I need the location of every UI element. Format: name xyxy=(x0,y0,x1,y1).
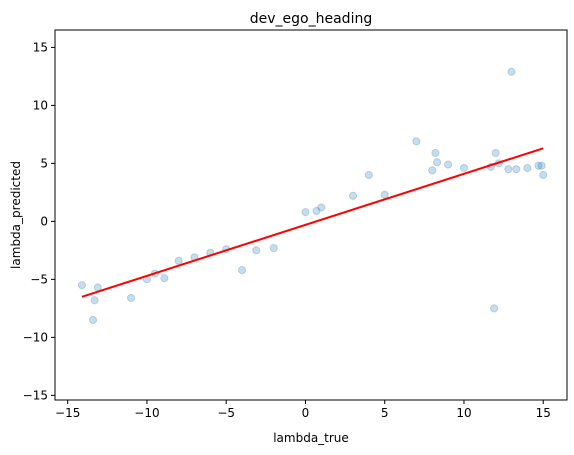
data-point xyxy=(432,158,442,167)
x-tick-label: −10 xyxy=(134,406,159,420)
x-axis-label: lambda_true xyxy=(273,431,349,445)
x-tick-label: −15 xyxy=(55,406,80,420)
data-point xyxy=(459,163,469,173)
data-point xyxy=(539,170,548,180)
data-point xyxy=(412,137,421,146)
data-point xyxy=(252,246,261,255)
data-point xyxy=(90,296,99,305)
data-point xyxy=(301,208,310,217)
x-tick-label: −5 xyxy=(217,406,235,420)
data-point xyxy=(237,265,247,275)
plot-area xyxy=(55,30,567,400)
x-tick-label: 0 xyxy=(302,406,310,420)
x-tick-label: 10 xyxy=(456,406,471,420)
y-tick-label: 15 xyxy=(33,40,48,54)
data-point xyxy=(523,163,532,173)
y-tick-label: 5 xyxy=(40,156,48,170)
data-point xyxy=(88,315,98,325)
data-point xyxy=(348,191,358,200)
data-point xyxy=(537,161,546,170)
chart-title: dev_ego_heading xyxy=(250,11,372,27)
data-point xyxy=(126,293,136,303)
y-tick-label: −15 xyxy=(23,388,48,402)
data-point xyxy=(77,281,87,290)
data-point xyxy=(160,274,169,283)
data-point xyxy=(364,170,373,180)
regression-line xyxy=(81,147,544,298)
data-point xyxy=(534,161,543,170)
fit-line-layer xyxy=(81,147,544,298)
data-point xyxy=(512,165,521,174)
scatter-points xyxy=(77,67,548,325)
y-axis-ticks: −15 −10 −5 0 5 10 15 xyxy=(23,40,55,402)
x-tick-label: 5 xyxy=(381,406,389,420)
data-point xyxy=(431,148,440,158)
data-point xyxy=(428,166,437,175)
data-point xyxy=(269,243,278,253)
y-axis-label: lambda_predicted xyxy=(9,161,23,269)
data-point xyxy=(504,165,513,174)
plot-frame xyxy=(54,29,568,401)
data-point xyxy=(380,190,389,199)
y-tick-label: −5 xyxy=(30,272,48,286)
data-point xyxy=(444,160,453,169)
data-point xyxy=(489,304,499,313)
y-tick-label: 10 xyxy=(33,98,48,112)
y-tick-label: −10 xyxy=(23,330,48,344)
data-point xyxy=(317,203,326,212)
data-point xyxy=(507,67,516,76)
x-tick-label: 15 xyxy=(536,406,551,420)
x-axis-ticks: −15 −10 −5 0 5 10 15 xyxy=(55,400,551,420)
data-point xyxy=(312,206,321,216)
data-point xyxy=(491,148,500,158)
y-tick-label: 0 xyxy=(40,214,48,228)
data-point xyxy=(174,256,183,265)
